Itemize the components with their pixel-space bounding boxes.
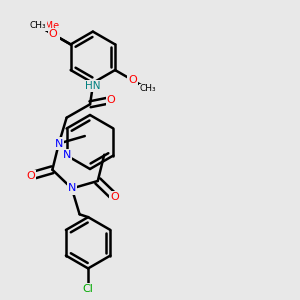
Text: CH₃: CH₃ [30, 21, 46, 30]
Text: Cl: Cl [83, 284, 94, 294]
Text: O: O [128, 75, 137, 85]
Text: O: O [49, 29, 58, 39]
Text: N: N [68, 184, 76, 194]
Text: O: O [26, 171, 35, 181]
Text: N: N [62, 151, 71, 160]
Text: O: O [107, 95, 116, 105]
Text: O: O [50, 30, 59, 40]
Text: N: N [55, 139, 63, 148]
Text: HN: HN [85, 81, 100, 91]
Text: O: O [110, 192, 119, 202]
Text: CH₃: CH₃ [140, 85, 156, 94]
Text: OMe: OMe [38, 20, 60, 31]
